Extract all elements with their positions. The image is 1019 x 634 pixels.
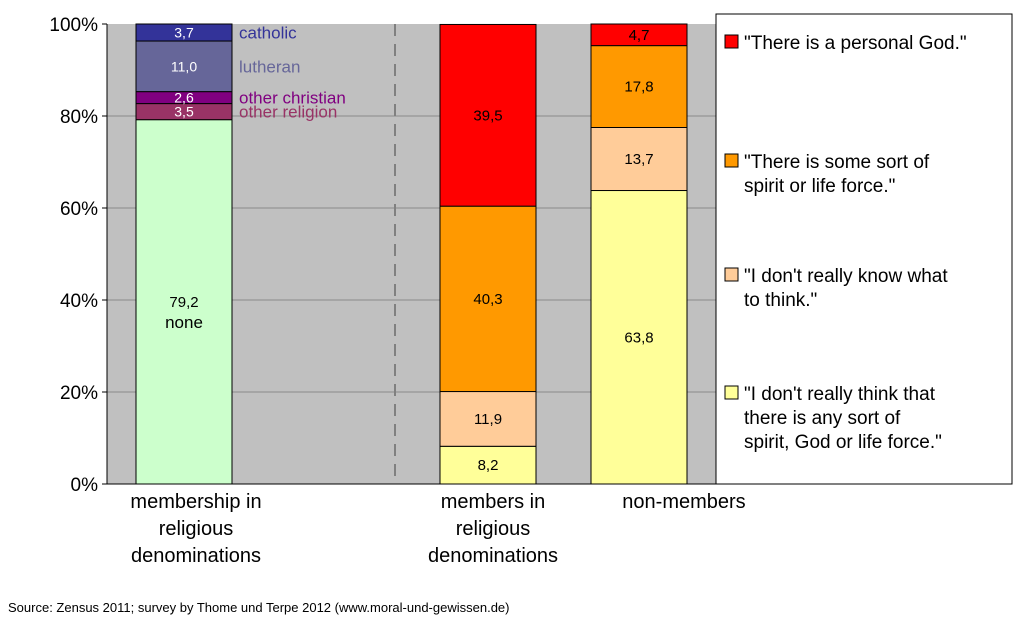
bar-value-label: 2,6 bbox=[174, 90, 194, 106]
bar-segment bbox=[590, 23, 688, 47]
legend-label: to think." bbox=[744, 290, 817, 311]
x-category-label: religious bbox=[456, 518, 530, 540]
legend bbox=[715, 13, 1013, 485]
bar-segment bbox=[439, 391, 537, 447]
y-tick-label: 100% bbox=[49, 15, 98, 36]
bar-segment bbox=[590, 190, 688, 485]
legend-swatch bbox=[724, 34, 739, 49]
y-tick-label: 80% bbox=[60, 107, 98, 128]
x-category-label: non-members bbox=[622, 491, 745, 513]
legend-label: "There is some sort of bbox=[744, 152, 930, 173]
bar-segment-name: lutheran bbox=[239, 57, 300, 76]
legend-label: there is any sort of bbox=[744, 408, 901, 429]
legend-label: spirit or life force." bbox=[744, 176, 895, 197]
bar-segment-name: other christian bbox=[239, 89, 346, 108]
bar-value-label: 4,7 bbox=[629, 27, 650, 44]
x-category-label: religious bbox=[159, 518, 233, 540]
bar-value-label: 3,7 bbox=[174, 25, 194, 41]
x-category-label: members in bbox=[441, 491, 545, 513]
bar-segment bbox=[590, 45, 688, 128]
bar-value-label: 8,2 bbox=[478, 457, 499, 474]
bar-value-label: 40,3 bbox=[473, 291, 502, 308]
bar-segment-name: other religion bbox=[239, 103, 337, 122]
bar-value-label: 79,2 bbox=[169, 294, 198, 311]
y-tick-label: 60% bbox=[60, 199, 98, 220]
bar-value-label: 17,8 bbox=[624, 79, 653, 96]
bar-segment-catholic bbox=[135, 23, 233, 42]
bar-value-label: 63,8 bbox=[624, 329, 653, 346]
x-category-label: denominations bbox=[428, 545, 558, 567]
bar-segment bbox=[439, 23, 537, 207]
bar-value-label: 3,5 bbox=[174, 104, 194, 120]
legend-label: "There is a personal God." bbox=[744, 33, 967, 54]
y-tick-label: 0% bbox=[71, 475, 99, 496]
legend-label: "I don't really know what bbox=[744, 266, 948, 287]
bar-segment bbox=[590, 127, 688, 192]
source-note: Source: Zensus 2011; survey by Thome und… bbox=[8, 600, 510, 615]
bar-value-label: 39,5 bbox=[473, 107, 502, 124]
bar-segment-name: none bbox=[165, 313, 203, 332]
x-category-label: denominations bbox=[131, 545, 261, 567]
bar-segment bbox=[439, 445, 537, 485]
legend-swatch bbox=[724, 385, 739, 400]
legend-label: "I don't really think that bbox=[744, 384, 936, 405]
legend-label: spirit, God or life force." bbox=[744, 432, 942, 453]
bar-segment-lutheran bbox=[135, 40, 233, 93]
bar-segment bbox=[439, 205, 537, 393]
bar-segment-name: catholic bbox=[239, 24, 297, 43]
x-category-label: membership in bbox=[130, 491, 261, 513]
y-tick-label: 20% bbox=[60, 383, 98, 404]
legend-swatch bbox=[724, 153, 739, 168]
bar-value-label: 11,0 bbox=[171, 58, 197, 74]
bar-segment-none bbox=[135, 119, 233, 485]
y-tick-label: 40% bbox=[60, 291, 98, 312]
bar-value-label: 11,9 bbox=[474, 411, 502, 428]
legend-swatch bbox=[724, 267, 739, 282]
bar-value-label: 13,7 bbox=[624, 151, 653, 168]
